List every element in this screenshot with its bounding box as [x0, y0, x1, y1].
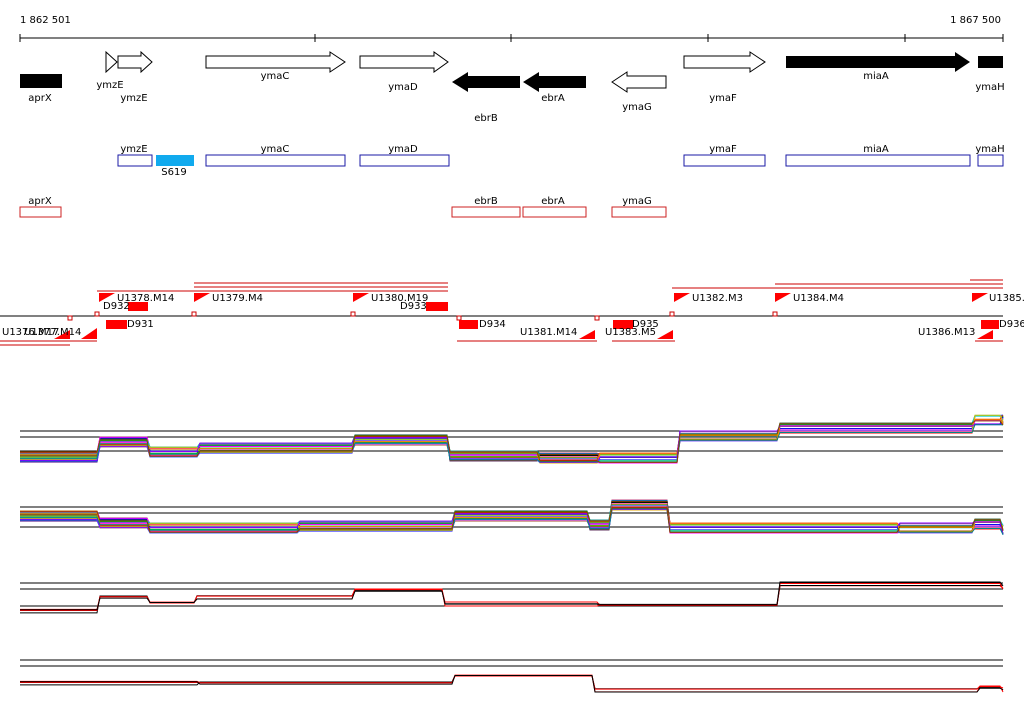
gene-label: ymaG: [622, 102, 652, 113]
gene-label: ymaF: [709, 93, 737, 104]
expression-lines-track-2: [20, 499, 1004, 535]
expression-line: [20, 675, 1004, 693]
gene-label: ymzE: [96, 80, 123, 91]
gene-ymzE-small[interactable]: ymzE: [96, 50, 124, 91]
gene-label: ymzE: [120, 93, 147, 104]
annotation-ymaH[interactable]: ymaH: [975, 144, 1005, 167]
ruler-ticks: [19, 34, 1004, 42]
coordinate-ruler: 1 862 501 1 867 500: [19, 15, 1004, 42]
segment-block-D931[interactable]: [106, 320, 127, 329]
gene-aprX[interactable]: aprX: [20, 74, 62, 104]
segment-label[interactable]: D936: [999, 319, 1024, 330]
segment-label[interactable]: U1380.M19: [371, 293, 428, 304]
ruler-start-label: 1 862 501: [20, 15, 71, 26]
gene-ebrA[interactable]: ebrA: [523, 72, 586, 104]
segment-label[interactable]: U1379.M4: [212, 293, 263, 304]
segment-label[interactable]: U1385.: [989, 293, 1024, 304]
gene-track: aprX ymzE ymzE ymaC ymaD ebrB ebrA ymaG: [20, 50, 1005, 124]
annotation-label: ebrB: [474, 196, 498, 207]
segment-label[interactable]: D933: [400, 301, 427, 312]
annotation-aprX[interactable]: aprX: [19, 196, 62, 218]
annotation-ymaF[interactable]: ymaF: [683, 144, 766, 167]
gene-ymaF[interactable]: ymaF: [683, 51, 766, 104]
ruler-end-label: 1 867 500: [950, 15, 1001, 26]
annotation-label: ebrA: [541, 196, 565, 207]
annotation-ymaC[interactable]: ymaC: [205, 144, 346, 167]
expression-lines-track-3: [20, 581, 1004, 614]
gene-label: ymaC: [261, 71, 290, 82]
segment-block-D935[interactable]: [613, 320, 633, 329]
segment-label[interactable]: U1376.M17: [2, 327, 59, 338]
gene-ymaH[interactable]: ymaH: [975, 56, 1005, 93]
annotation-label: S619: [161, 167, 186, 178]
segment-label[interactable]: U1386.M13: [918, 327, 975, 338]
expression-line: [20, 675, 1004, 693]
expression-line: [20, 581, 1004, 611]
segment-block-D934[interactable]: [459, 320, 478, 329]
gene-ymaG[interactable]: ymaG: [611, 71, 667, 113]
segment-label[interactable]: D931: [127, 319, 154, 330]
expression-track-3: [20, 581, 1004, 614]
gene-ymaD[interactable]: ymaD: [359, 51, 449, 93]
gene-ymzE[interactable]: ymzE: [117, 50, 153, 104]
gene-ymaC[interactable]: ymaC: [205, 51, 346, 82]
segment-label[interactable]: U1378.M14: [117, 293, 174, 304]
minus-annotation-track: aprX ebrB ebrA ymaG: [19, 196, 667, 218]
annotation-label: miaA: [863, 144, 889, 155]
segment-label[interactable]: U1377.M14: [24, 327, 81, 338]
annotation-ymaG[interactable]: ymaG: [611, 196, 667, 218]
annotation-label: ymaH: [975, 144, 1004, 155]
gene-ebrB[interactable]: ebrB: [452, 72, 520, 124]
expression-line: [20, 507, 1004, 533]
segment-label[interactable]: D935: [632, 319, 659, 330]
annotation-label: ymaC: [261, 144, 290, 155]
segment-block-D932[interactable]: [128, 302, 148, 311]
annotation-ymaD[interactable]: ymaD: [359, 144, 450, 167]
segment-label[interactable]: D932: [103, 301, 130, 312]
segment-label[interactable]: D934: [479, 319, 506, 330]
segment-block-D933[interactable]: [426, 302, 448, 311]
annotation-ebrB[interactable]: ebrB: [451, 196, 521, 218]
segment-block-D936[interactable]: [981, 320, 999, 329]
gene-label: ymaD: [388, 82, 418, 93]
gene-label: miaA: [863, 71, 889, 82]
segment-label[interactable]: U1381.M14: [520, 327, 577, 338]
expression-line: [20, 420, 1004, 463]
segment-label[interactable]: U1384.M4: [793, 293, 844, 304]
expression-lines-track-4: [20, 674, 1004, 693]
expression-lines-track-1: [20, 414, 1004, 464]
gene-label: aprX: [28, 93, 52, 104]
gene-label: ebrB: [474, 113, 498, 124]
expression-track-4: [20, 659, 1004, 693]
segment-track: U1378.M14 D932 U1379.M4 U1380.M19 D933 U…: [0, 279, 1024, 346]
segment-label[interactable]: U1383.M5: [605, 327, 656, 338]
annotation-S619[interactable]: S619: [156, 155, 194, 178]
gene-label: ebrA: [541, 93, 565, 104]
annotation-ymzE[interactable]: ymzE: [117, 144, 153, 167]
segment-label[interactable]: U1382.M3: [692, 293, 743, 304]
annotation-label: ymaD: [388, 144, 418, 155]
annotation-label: ymzE: [120, 144, 147, 155]
plus-annotation-track: ymzE S619 ymaC ymaD ymaF miaA ymaH: [117, 144, 1005, 178]
annotation-ebrA[interactable]: ebrA: [522, 196, 587, 218]
expression-track-1: [20, 414, 1004, 464]
gene-label: ymaH: [975, 82, 1004, 93]
expression-track-2: [20, 499, 1004, 535]
annotation-label: ymaG: [622, 196, 652, 207]
annotation-miaA[interactable]: miaA: [785, 144, 971, 167]
annotation-label: aprX: [28, 196, 52, 207]
gene-miaA[interactable]: miaA: [786, 52, 970, 82]
annotation-label: ymaF: [709, 144, 737, 155]
